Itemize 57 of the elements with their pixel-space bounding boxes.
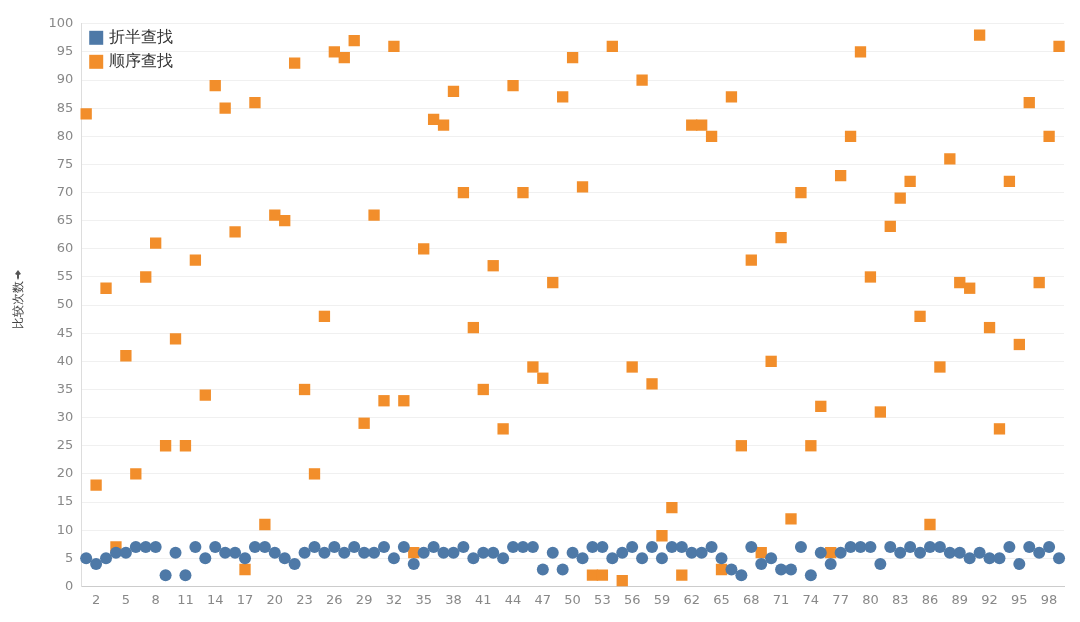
x-tick-label: 65 [713, 591, 730, 607]
x-tick-label: 26 [326, 591, 343, 607]
x-tick-label: 83 [891, 591, 909, 607]
y-axis-title: 比较次数 [11, 281, 26, 330]
x-tick-label: 44 [504, 591, 522, 607]
legend-label: 顺序查找 [109, 50, 174, 70]
x-tick-label: 92 [981, 591, 998, 607]
y-tick-label: 55 [56, 268, 74, 284]
x-tick-label: 86 [921, 591, 939, 607]
x-tick-label: 68 [743, 591, 760, 607]
x-tick-label: 23 [296, 591, 313, 607]
x-tick-label: 77 [832, 591, 849, 607]
x-tick-label: 62 [683, 591, 701, 607]
y-tick-label: 40 [56, 352, 74, 368]
y-tick-label: 50 [56, 296, 74, 312]
y-tick-label: 100 [48, 15, 74, 31]
y-tick-label: 90 [56, 71, 74, 87]
x-tick-label: 59 [653, 591, 671, 607]
x-tick-label: 2 [91, 591, 101, 607]
y-tick-label: 85 [56, 99, 74, 115]
x-tick-label: 35 [415, 591, 432, 607]
x-tick-label: 95 [1011, 591, 1028, 607]
x-tick-label: 17 [236, 591, 254, 607]
legend-label: 折半查找 [109, 26, 174, 46]
x-tick-label: 71 [772, 591, 790, 607]
x-tick-label: 5 [121, 591, 131, 607]
x-tick-label: 32 [385, 591, 403, 607]
x-tick-label: 56 [623, 591, 641, 607]
x-tick-label: 74 [802, 591, 820, 607]
y-tick-label: 80 [56, 127, 74, 143]
y-tick-label: 60 [56, 240, 74, 256]
x-tick-label: 8 [151, 591, 160, 607]
y-tick-label: 0 [64, 577, 74, 593]
y-tick-label: 5 [64, 549, 74, 565]
y-tick-label: 95 [56, 43, 74, 59]
y-tick-label: 25 [56, 437, 74, 453]
x-tick-label: 14 [206, 591, 224, 607]
y-tick-label: 70 [56, 183, 74, 199]
x-tick-label: 53 [594, 591, 611, 607]
x-tick-label: 29 [355, 591, 373, 607]
x-tick-label: 38 [445, 591, 462, 607]
y-tick-label: 65 [56, 212, 74, 228]
x-tick-label: 98 [1040, 591, 1058, 607]
y-tick-label: 75 [56, 155, 74, 171]
y-tick-label: 45 [56, 324, 74, 340]
y-tick-label: 20 [56, 465, 74, 481]
x-tick-label: 11 [177, 591, 194, 607]
x-tick-label: 20 [266, 591, 284, 607]
y-tick-label: 10 [56, 521, 74, 537]
x-tick-label: 50 [564, 591, 581, 607]
x-tick-label: 80 [862, 591, 879, 607]
x-tick-label: 89 [951, 591, 969, 607]
x-tick-label: 47 [534, 591, 552, 607]
x-tick-label: 41 [474, 591, 492, 607]
y-tick-label: 30 [56, 408, 74, 424]
y-tick-label: 15 [56, 493, 74, 509]
y-tick-label: 35 [56, 380, 74, 396]
